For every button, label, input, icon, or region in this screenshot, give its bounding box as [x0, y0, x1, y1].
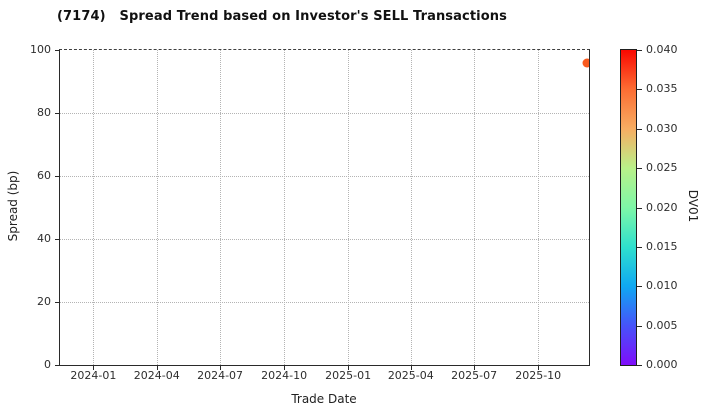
y-tick-mark — [55, 50, 59, 51]
colorbar-tick-label: 0.010 — [646, 279, 678, 293]
x-axis-title: Trade Date — [291, 392, 357, 406]
colorbar-tick-mark — [637, 207, 642, 209]
chart-title: (7174) Spread Trend based on Investor's … — [57, 9, 507, 24]
x-gridline — [156, 50, 158, 365]
plot-area — [59, 49, 590, 366]
colorbar — [620, 49, 637, 366]
x-tick-mark — [220, 366, 222, 370]
y-tick-mark — [55, 113, 59, 114]
x-tick-label: 2024-01 — [70, 369, 117, 382]
y-tick-mark — [55, 176, 59, 177]
colorbar-tick-mark — [637, 286, 642, 288]
x-gridline — [410, 50, 412, 365]
colorbar-tick-label: 0.025 — [646, 161, 678, 175]
y-gridline — [60, 113, 589, 114]
x-tick-label: 2025-10 — [515, 369, 562, 382]
y-tick-label: 80 — [37, 106, 51, 119]
colorbar-tick-mark — [637, 89, 642, 91]
x-tick-mark — [474, 366, 476, 370]
colorbar-tick-mark — [637, 50, 642, 51]
x-tick-label: 2025-04 — [387, 369, 434, 382]
colorbar-tick-mark — [637, 128, 642, 130]
y-gridline — [60, 302, 589, 303]
x-gridline — [538, 50, 540, 365]
y-gridline — [60, 176, 589, 177]
x-gridline — [220, 50, 222, 365]
y-tick-mark — [55, 239, 59, 240]
y-tick-label: 100 — [30, 43, 51, 56]
y-gridline — [60, 239, 589, 240]
colorbar-tick-label: 0.000 — [646, 358, 678, 371]
x-tick-mark — [284, 366, 286, 370]
colorbar-tick-mark — [637, 246, 642, 248]
y-tick-mark — [55, 365, 59, 366]
colorbar-tick-label: 0.005 — [646, 318, 678, 332]
y-tick-mark — [55, 302, 59, 303]
x-tick-mark — [348, 366, 350, 370]
x-tick-mark — [93, 366, 95, 370]
x-gridline — [93, 50, 95, 365]
x-tick-mark — [410, 366, 412, 370]
x-gridline — [348, 50, 350, 365]
x-tick-mark — [538, 366, 540, 370]
y-tick-label: 0 — [44, 358, 51, 371]
colorbar-tick-label: 0.030 — [646, 121, 678, 135]
x-tick-label: 2024-10 — [261, 369, 308, 382]
colorbar-tick-mark — [637, 365, 642, 366]
colorbar-tick-mark — [637, 168, 642, 170]
y-tick-label: 40 — [37, 232, 51, 245]
x-gridline — [284, 50, 286, 365]
x-tick-label: 2024-07 — [197, 369, 244, 382]
colorbar-tick-label: 0.015 — [646, 239, 678, 253]
x-tick-label: 2024-04 — [133, 369, 180, 382]
y-tick-label: 60 — [37, 169, 51, 182]
data-point — [582, 58, 589, 68]
x-tick-label: 2025-01 — [325, 369, 372, 382]
x-tick-mark — [156, 366, 158, 370]
colorbar-tick-label: 0.035 — [646, 82, 678, 96]
colorbar-tick-label: 0.040 — [646, 43, 678, 56]
colorbar-title: DV01 — [686, 189, 700, 223]
colorbar-tick-label: 0.020 — [646, 200, 678, 214]
x-tick-label: 2025-07 — [451, 369, 498, 382]
x-gridline — [474, 50, 476, 365]
colorbar-tick-mark — [637, 325, 642, 327]
y-tick-label: 20 — [37, 295, 51, 308]
